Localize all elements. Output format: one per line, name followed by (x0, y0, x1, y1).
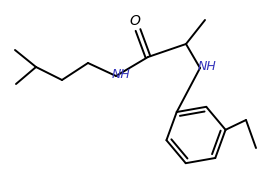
Text: NH: NH (112, 68, 130, 82)
Text: O: O (130, 14, 140, 28)
Text: NH: NH (198, 60, 216, 73)
